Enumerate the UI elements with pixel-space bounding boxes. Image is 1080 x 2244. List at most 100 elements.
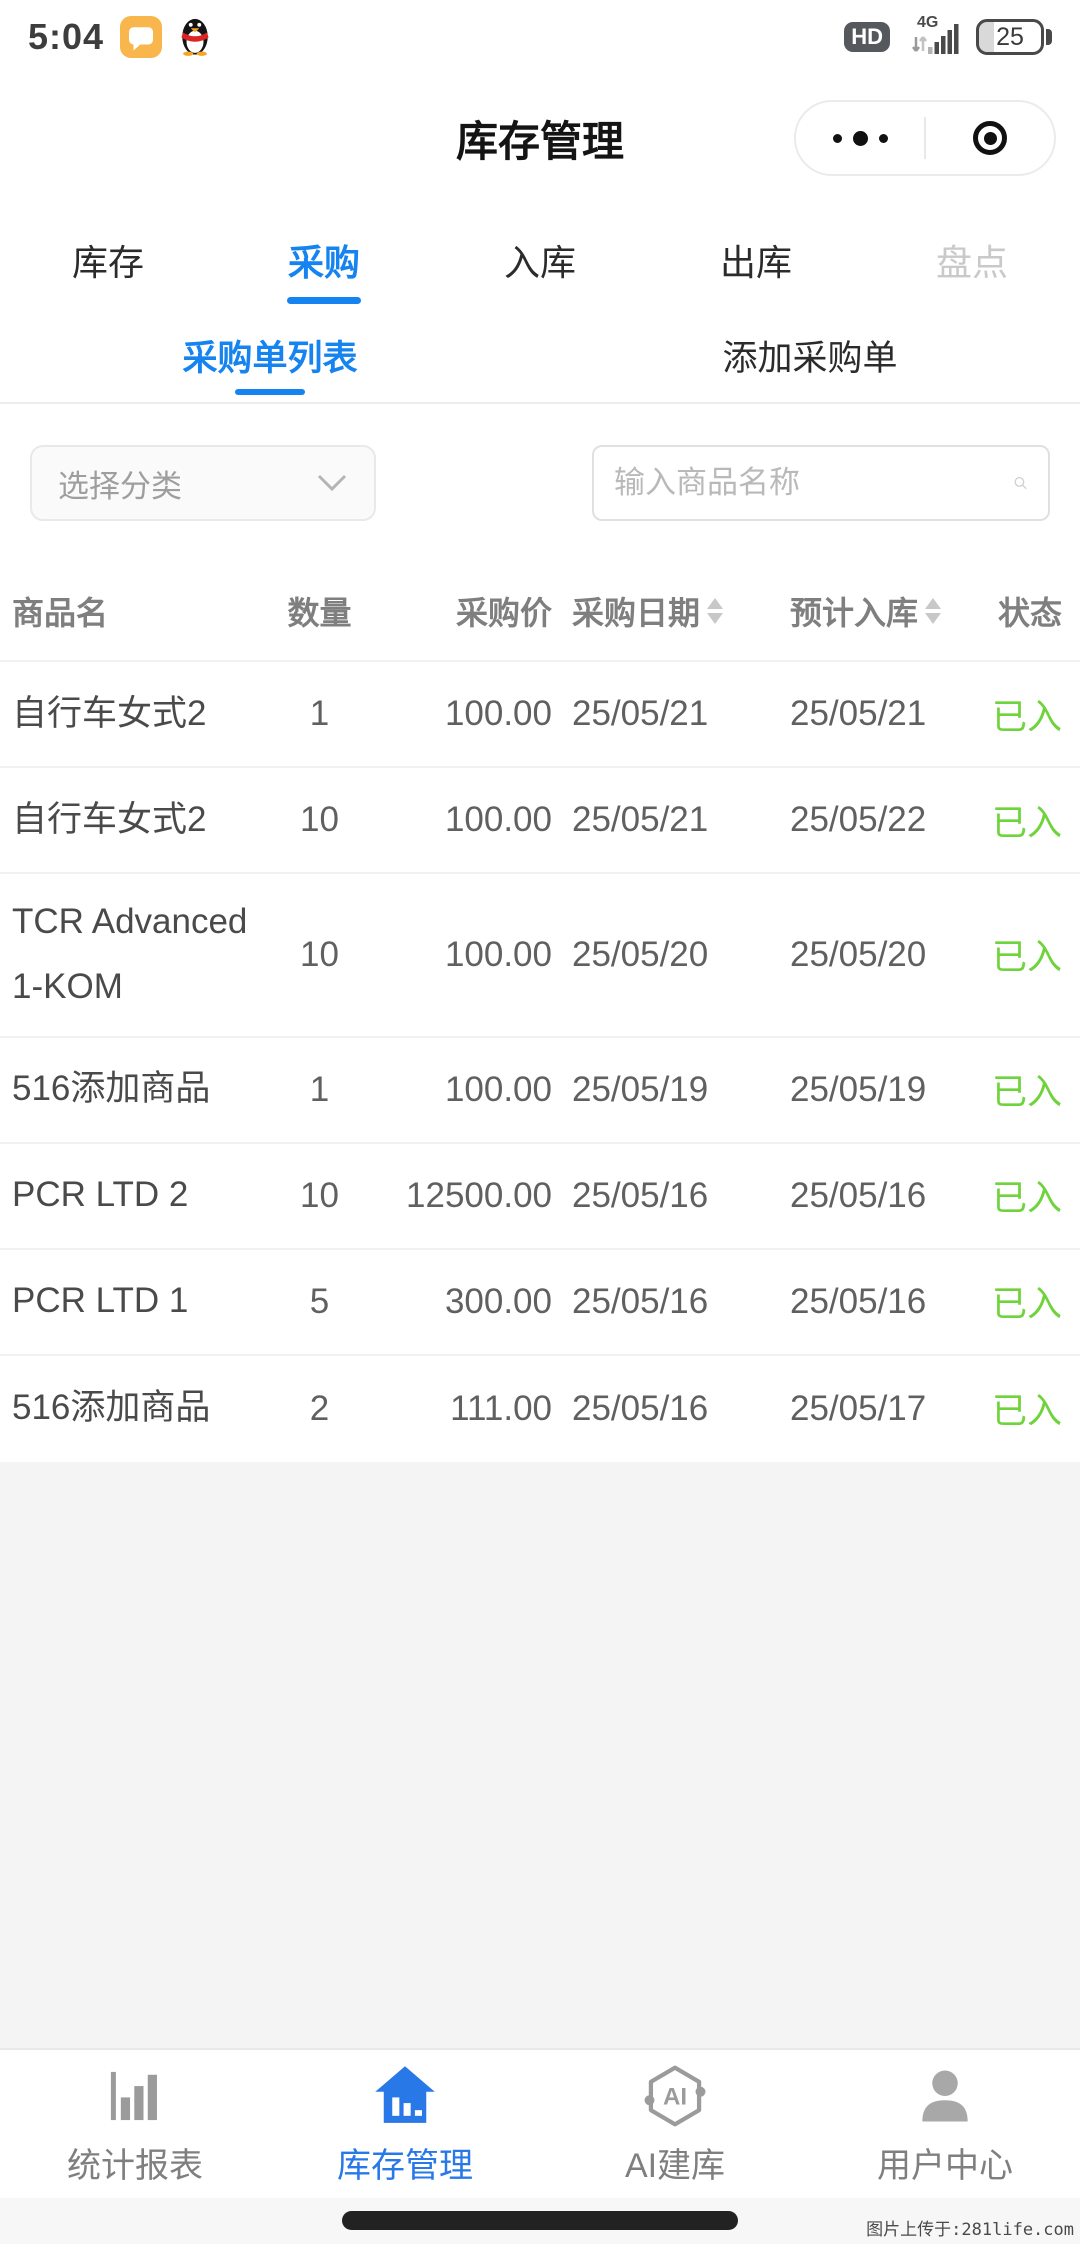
table-row[interactable]: 516添加商品 2 111.00 25/05/16 25/05/17 已入	[0, 1355, 1080, 1462]
cell-purchase-date: 25/05/19	[572, 1069, 709, 1109]
cell-price: 100.00	[444, 934, 552, 974]
category-select-label: 选择分类	[58, 468, 182, 504]
watermark-text: 图片上传于:281life.com	[866, 2220, 1074, 2240]
user-icon	[922, 2070, 968, 2121]
cell-purchase-date: 25/05/16	[572, 1388, 709, 1428]
cell-qty: 10	[300, 1175, 339, 1215]
subtab-add-purchase[interactable]: 添加采购单	[722, 338, 898, 378]
tab-outbound[interactable]: 出库	[719, 242, 792, 283]
cell-expected-date: 25/05/19	[790, 1069, 927, 1109]
title-bar: 库存管理	[0, 64, 1080, 212]
cell-price: 300.00	[444, 1281, 552, 1321]
cell-name: PCR LTD 2	[12, 1175, 189, 1215]
status-badge: 已入	[991, 1392, 1062, 1431]
home-icon	[375, 2065, 435, 2123]
battery-icon: 25	[976, 19, 1052, 55]
table-row[interactable]: PCR LTD 2 10 12500.00 25/05/16 25/05/16 …	[0, 1143, 1080, 1250]
bar-chart-icon	[110, 2071, 157, 2120]
svg-text:AI: AI	[663, 2083, 687, 2110]
subtab-bar: 采购单列表 添加采购单	[0, 308, 1080, 404]
more-button[interactable]	[796, 102, 924, 174]
bottom-nav: 统计报表 库存管理 AI AI建库 用户中心	[0, 2048, 1080, 2198]
table-header: 商品名 数量 采购价 采购日期 预计入库 状态	[0, 562, 1080, 662]
chevron-down-icon	[317, 474, 347, 492]
category-select[interactable]: 选择分类	[30, 445, 376, 521]
table-row[interactable]: 自行车女式2 10 100.00 25/05/21 25/05/22 已入	[0, 768, 1080, 874]
cell-expected-date: 25/05/22	[790, 800, 927, 839]
header-expected-inbound[interactable]: 预计入库	[742, 588, 972, 634]
cell-price: 100.00	[444, 1069, 552, 1109]
battery-percent: 25	[996, 22, 1024, 51]
tab-purchase[interactable]: 采购	[216, 212, 432, 308]
subtab-purchase-list[interactable]: 采购单列表	[0, 308, 540, 402]
status-badge: 已入	[991, 697, 1062, 737]
nav-item-inventory[interactable]: 库存管理	[270, 2050, 540, 2198]
tab-inventory[interactable]: 库存	[71, 242, 144, 283]
search-icon	[1014, 477, 1027, 490]
cell-expected-date: 25/05/16	[790, 1281, 927, 1321]
sort-icon[interactable]	[925, 598, 942, 624]
more-icon	[832, 130, 888, 146]
status-badge: 已入	[991, 803, 1062, 843]
close-miniprogram-button[interactable]	[926, 102, 1054, 174]
miniprogram-capsule	[794, 100, 1056, 176]
cell-qty: 2	[309, 1388, 330, 1428]
cell-name: TCR Advanced 1-KOM	[12, 902, 248, 1006]
cell-name: 自行车女式2	[12, 799, 207, 839]
status-badge: 已入	[991, 1073, 1062, 1112]
qq-penguin-icon	[178, 13, 212, 62]
table-row[interactable]: 516添加商品 1 100.00 25/05/19 25/05/19 已入	[0, 1037, 1080, 1144]
status-bar: 5:04 HD 4G	[0, 0, 1080, 64]
header-purchase-date[interactable]: 采购日期	[552, 588, 742, 634]
nav-item-user-center[interactable]: 用户中心	[810, 2050, 1080, 2198]
status-badge: 已入	[991, 938, 1062, 978]
cell-name: 516添加商品	[12, 1069, 211, 1109]
cellular-signal-icon: 4G	[906, 11, 960, 64]
nav-item-reports[interactable]: 统计报表	[0, 2050, 270, 2198]
cell-expected-date: 25/05/16	[790, 1175, 927, 1215]
search-input[interactable]	[614, 465, 1013, 501]
home-indicator[interactable]	[342, 2211, 738, 2230]
hd-icon: HD	[844, 22, 890, 52]
target-circle-icon	[973, 121, 1007, 155]
cell-name: 516添加商品	[12, 1388, 211, 1428]
status-badge: 已入	[991, 1285, 1062, 1324]
table-row[interactable]: 自行车女式2 1 100.00 25/05/21 25/05/21 已入	[0, 662, 1080, 768]
header-name: 商品名	[12, 595, 109, 631]
cell-expected-date: 25/05/17	[790, 1388, 927, 1428]
header-status: 状态	[997, 595, 1062, 631]
cell-name: PCR LTD 1	[12, 1281, 189, 1321]
cell-qty: 10	[300, 800, 339, 839]
cell-price: 100.00	[444, 694, 552, 733]
cell-purchase-date: 25/05/16	[572, 1175, 709, 1215]
tab-bar: 库存 采购 入库 出库 盘点	[0, 212, 1080, 308]
ai-hexagon-icon: AI	[644, 2065, 706, 2126]
cell-qty: 1	[309, 694, 330, 733]
status-badge: 已入	[991, 1179, 1062, 1218]
cell-qty: 10	[300, 934, 339, 974]
table-row[interactable]: PCR LTD 1 5 300.00 25/05/16 25/05/16 已入	[0, 1249, 1080, 1356]
sort-icon[interactable]	[707, 598, 724, 624]
cell-expected-date: 25/05/20	[790, 934, 927, 974]
header-price: 采购价	[455, 595, 552, 631]
cell-purchase-date: 25/05/16	[572, 1281, 709, 1321]
cell-expected-date: 25/05/21	[790, 694, 927, 733]
nav-item-ai-build[interactable]: AI AI建库	[540, 2050, 810, 2198]
tab-stocktake[interactable]: 盘点	[935, 242, 1008, 283]
search-box	[592, 445, 1050, 521]
table-row[interactable]: TCR Advanced 1-KOM 10 100.00 25/05/20 25…	[0, 874, 1080, 1038]
cell-purchase-date: 25/05/21	[572, 800, 709, 839]
bottom-strip: 图片上传于:281life.com	[0, 2198, 1080, 2244]
cell-name: 自行车女式2	[12, 693, 207, 733]
cell-purchase-date: 25/05/21	[572, 694, 709, 733]
cell-qty: 5	[309, 1281, 330, 1321]
cell-price: 12500.00	[406, 1175, 552, 1215]
clock-text: 5:04	[28, 16, 105, 57]
empty-area	[0, 1461, 1080, 2048]
tab-inbound[interactable]: 入库	[503, 242, 576, 283]
message-notification-icon	[120, 16, 163, 58]
header-qty: 数量	[287, 595, 352, 631]
cell-price: 100.00	[444, 800, 552, 839]
cell-price: 111.00	[450, 1388, 552, 1428]
cell-qty: 1	[309, 1069, 330, 1109]
